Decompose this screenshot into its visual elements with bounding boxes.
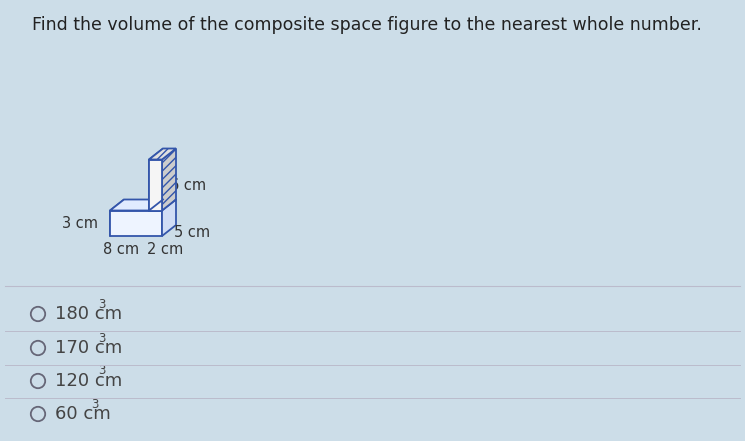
Polygon shape [149, 160, 162, 210]
Text: Find the volume of the composite space figure to the nearest whole number.: Find the volume of the composite space f… [32, 16, 702, 34]
Text: 3: 3 [98, 332, 106, 344]
Text: 120 cm: 120 cm [55, 372, 122, 390]
Text: 180 cm: 180 cm [55, 305, 122, 323]
Polygon shape [149, 149, 163, 210]
Text: 5 cm: 5 cm [174, 225, 210, 240]
Text: 60 cm: 60 cm [55, 405, 111, 423]
Text: 3 cm: 3 cm [62, 216, 98, 231]
Text: 8 cm: 8 cm [103, 242, 139, 257]
Polygon shape [110, 210, 162, 236]
Polygon shape [149, 149, 176, 160]
Text: 170 cm: 170 cm [55, 339, 122, 357]
Text: 3: 3 [98, 365, 106, 377]
Text: 6 cm: 6 cm [170, 177, 206, 193]
Text: 3: 3 [91, 397, 98, 411]
Text: 2 cm: 2 cm [148, 242, 183, 257]
Polygon shape [110, 199, 124, 236]
Polygon shape [162, 149, 176, 210]
Text: 3: 3 [98, 298, 106, 310]
Polygon shape [110, 199, 176, 210]
Polygon shape [162, 199, 176, 236]
